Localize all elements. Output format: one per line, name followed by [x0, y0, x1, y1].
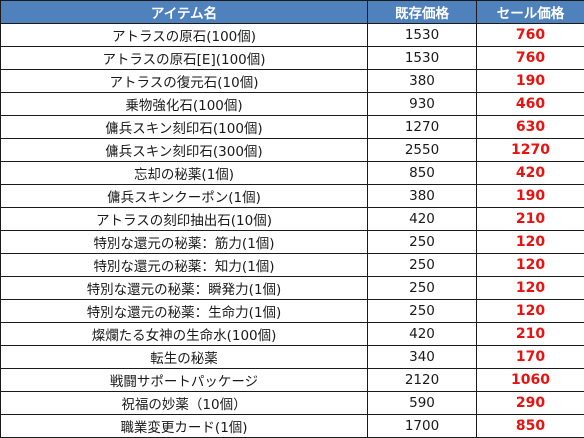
- table-row: 燦爛たる女神の生命水(100個) 420 210: [1, 323, 584, 346]
- header-row: アイテム名 既存価格 セール価格: [1, 1, 584, 24]
- regular-price-cell: 250: [368, 254, 477, 277]
- item-name-cell: 祝福の妙薬（10個）: [1, 392, 368, 415]
- item-name-cell: 傭兵スキンクーポン(1個): [1, 185, 368, 208]
- table-row: アトラスの原石[E](100個) 1530 760: [1, 47, 584, 70]
- header-item-name: アイテム名: [1, 1, 368, 24]
- table-row: 転生の秘薬 340 170: [1, 346, 584, 369]
- regular-price-cell: 590: [368, 392, 477, 415]
- table-row: アトラスの原石(100個) 1530 760: [1, 24, 584, 47]
- item-name-cell: 忘却の秘薬(1個): [1, 162, 368, 185]
- sale-price-cell: 120: [477, 277, 584, 300]
- item-name-cell: アトラスの刻印抽出石(10個): [1, 208, 368, 231]
- regular-price-cell: 380: [368, 70, 477, 93]
- sale-price-cell: 630: [477, 116, 584, 139]
- regular-price-cell: 420: [368, 323, 477, 346]
- regular-price-cell: 1700: [368, 415, 477, 438]
- regular-price-cell: 250: [368, 231, 477, 254]
- sale-price-cell: 120: [477, 300, 584, 323]
- regular-price-cell: 1530: [368, 24, 477, 47]
- sale-price-cell: 760: [477, 24, 584, 47]
- regular-price-cell: 850: [368, 162, 477, 185]
- header-sale-price: セール価格: [477, 1, 584, 24]
- item-name-cell: 傭兵スキン刻印石(300個): [1, 139, 368, 162]
- table-row: アトラスの復元石(10個) 380 190: [1, 70, 584, 93]
- sale-price-cell: 290: [477, 392, 584, 415]
- sale-price-cell: 190: [477, 70, 584, 93]
- item-name-cell: 特別な還元の秘薬：筋力(1個): [1, 231, 368, 254]
- table-row: 戦闘サポートパッケージ 2120 1060: [1, 369, 584, 392]
- table-row: 特別な還元の秘薬：生命力(1個) 250 120: [1, 300, 584, 323]
- regular-price-cell: 340: [368, 346, 477, 369]
- item-name-cell: 戦闘サポートパッケージ: [1, 369, 368, 392]
- item-name-cell: 転生の秘薬: [1, 346, 368, 369]
- sale-price-cell: 210: [477, 323, 584, 346]
- regular-price-cell: 2120: [368, 369, 477, 392]
- regular-price-cell: 1270: [368, 116, 477, 139]
- regular-price-cell: 250: [368, 300, 477, 323]
- sale-price-cell: 850: [477, 415, 584, 438]
- table-row: アトラスの刻印抽出石(10個) 420 210: [1, 208, 584, 231]
- table-row: 忘却の秘薬(1個) 850 420: [1, 162, 584, 185]
- header-regular-price: 既存価格: [368, 1, 477, 24]
- regular-price-cell: 2550: [368, 139, 477, 162]
- table-row: 祝福の妙薬（10個） 590 290: [1, 392, 584, 415]
- sale-price-cell: 170: [477, 346, 584, 369]
- item-name-cell: 職業変更カード(1個): [1, 415, 368, 438]
- table-row: 傭兵スキン刻印石(100個) 1270 630: [1, 116, 584, 139]
- item-name-cell: アトラスの復元石(10個): [1, 70, 368, 93]
- sale-price-cell: 120: [477, 231, 584, 254]
- sale-price-cell: 460: [477, 93, 584, 116]
- sale-price-cell: 120: [477, 254, 584, 277]
- regular-price-cell: 250: [368, 277, 477, 300]
- sale-price-cell: 420: [477, 162, 584, 185]
- regular-price-cell: 420: [368, 208, 477, 231]
- item-name-cell: 特別な還元の秘薬：生命力(1個): [1, 300, 368, 323]
- regular-price-cell: 1530: [368, 47, 477, 70]
- item-name-cell: 特別な還元の秘薬：知力(1個): [1, 254, 368, 277]
- item-name-cell: アトラスの原石(100個): [1, 24, 368, 47]
- table-row: 傭兵スキン刻印石(300個) 2550 1270: [1, 139, 584, 162]
- item-name-cell: アトラスの原石[E](100個): [1, 47, 368, 70]
- item-name-cell: 特別な還元の秘薬：瞬発力(1個): [1, 277, 368, 300]
- table-row: 職業変更カード(1個) 1700 850: [1, 415, 584, 438]
- sale-price-cell: 1270: [477, 139, 584, 162]
- item-name-cell: 傭兵スキン刻印石(100個): [1, 116, 368, 139]
- table-row: 特別な還元の秘薬：知力(1個) 250 120: [1, 254, 584, 277]
- table-row: 特別な還元の秘薬：瞬発力(1個) 250 120: [1, 277, 584, 300]
- table-row: 傭兵スキンクーポン(1個) 380 190: [1, 185, 584, 208]
- sale-price-cell: 190: [477, 185, 584, 208]
- sale-price-cell: 1060: [477, 369, 584, 392]
- table-row: 乗物強化石(100個) 930 460: [1, 93, 584, 116]
- sale-price-cell: 210: [477, 208, 584, 231]
- table-row: 特別な還元の秘薬：筋力(1個) 250 120: [1, 231, 584, 254]
- item-name-cell: 乗物強化石(100個): [1, 93, 368, 116]
- item-name-cell: 燦爛たる女神の生命水(100個): [1, 323, 368, 346]
- sale-price-cell: 760: [477, 47, 584, 70]
- regular-price-cell: 930: [368, 93, 477, 116]
- regular-price-cell: 380: [368, 185, 477, 208]
